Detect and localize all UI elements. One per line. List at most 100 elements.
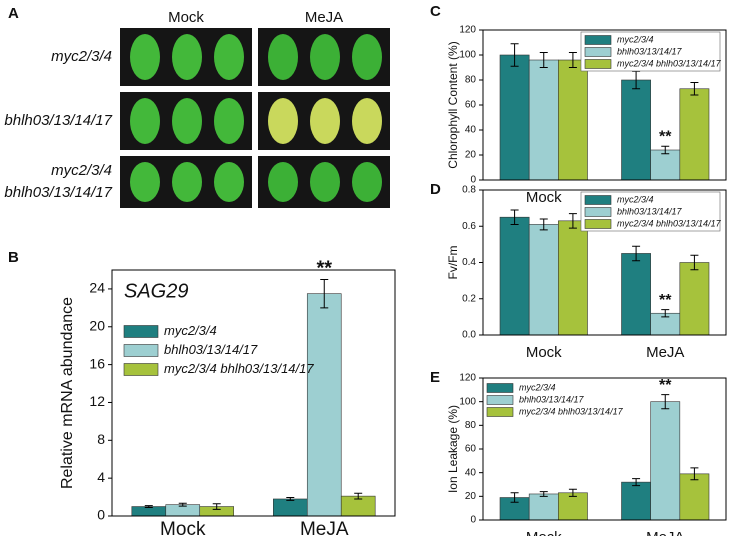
error-bar bbox=[212, 503, 221, 510]
y-tick-label: 0.6 bbox=[462, 221, 476, 232]
error-bar bbox=[632, 245, 641, 262]
y-axis-label: Fv/Fm bbox=[446, 246, 460, 280]
y-axis-label: Chlorophyll Content (%) bbox=[446, 41, 460, 168]
error-bar bbox=[690, 467, 699, 481]
legend-label: bhlh03/13/14/17 bbox=[519, 394, 585, 404]
plot-frame bbox=[482, 377, 727, 521]
legend-swatch bbox=[584, 35, 612, 45]
legend-label: myc2/3/4 bbox=[164, 323, 217, 338]
y-tick-label: 20 bbox=[465, 150, 477, 161]
legend-swatch bbox=[123, 325, 159, 338]
legend-label: bhlh03/13/14/17 bbox=[617, 46, 683, 56]
y-tick-label: 16 bbox=[89, 355, 105, 371]
y-tick-label: 120 bbox=[459, 373, 476, 384]
panel-label: A bbox=[8, 5, 19, 22]
bar bbox=[650, 149, 681, 181]
column-label: Mock bbox=[168, 9, 204, 26]
bar bbox=[679, 473, 710, 521]
y-tick-label: 4 bbox=[97, 469, 105, 485]
error-bar bbox=[539, 52, 548, 68]
x-tick-label: MeJA bbox=[646, 344, 684, 361]
leaf bbox=[172, 34, 202, 80]
column-label: MeJA bbox=[305, 9, 343, 26]
legend-label: myc2/3/4 bhlh03/13/14/17 bbox=[519, 406, 624, 416]
x-tick-label: Mock bbox=[526, 529, 562, 536]
leaf bbox=[268, 162, 298, 202]
panel-label: D bbox=[430, 181, 441, 198]
legend-swatch bbox=[584, 195, 612, 205]
x-tick-label: Mock bbox=[526, 189, 562, 206]
bar bbox=[679, 88, 710, 181]
x-tick-label: MeJA bbox=[646, 529, 684, 536]
error-bar bbox=[661, 145, 670, 155]
bar bbox=[621, 79, 651, 181]
x-tick-label: MeJA bbox=[300, 519, 349, 536]
error-bar bbox=[286, 497, 295, 501]
legend-swatch bbox=[584, 59, 612, 69]
legend-swatch bbox=[584, 207, 612, 217]
error-bar bbox=[632, 478, 641, 487]
error-bar bbox=[539, 218, 548, 231]
y-tick-label: 0 bbox=[470, 175, 476, 186]
row-label: bhlh03/13/14/17 bbox=[4, 112, 112, 129]
leaf bbox=[130, 98, 160, 144]
bar bbox=[621, 253, 651, 336]
leaf bbox=[214, 34, 244, 80]
legend-label: bhlh03/13/14/17 bbox=[617, 206, 683, 216]
x-tick-label: Mock bbox=[160, 519, 206, 536]
error-bar bbox=[510, 492, 519, 503]
bar bbox=[499, 216, 530, 336]
bar bbox=[528, 224, 559, 336]
leaf bbox=[214, 162, 244, 202]
error-bar bbox=[568, 488, 577, 497]
error-bar bbox=[568, 213, 577, 229]
y-tick-label: 20 bbox=[465, 491, 477, 502]
error-bar bbox=[690, 82, 699, 96]
error-bar bbox=[144, 505, 153, 508]
error-bar bbox=[510, 43, 519, 67]
leaf bbox=[268, 34, 298, 80]
legend-swatch bbox=[486, 407, 514, 417]
bar bbox=[621, 481, 651, 521]
y-axis-label: Ion Leakage (%) bbox=[446, 405, 460, 493]
x-tick-label: Mock bbox=[526, 344, 562, 361]
annotation: ** bbox=[316, 258, 332, 280]
error-bar bbox=[690, 254, 699, 271]
y-axis-label: Relative mRNA abundance bbox=[59, 297, 76, 489]
y-tick-label: 80 bbox=[465, 75, 477, 86]
y-tick-label: 20 bbox=[89, 317, 105, 333]
legend-label: myc2/3/4 bhlh03/13/14/17 bbox=[617, 218, 722, 228]
leaf bbox=[352, 34, 382, 80]
y-tick-label: 40 bbox=[465, 467, 477, 478]
error-bar bbox=[510, 209, 519, 225]
bar bbox=[558, 220, 588, 336]
legend-label: myc2/3/4 bbox=[617, 194, 654, 204]
bar bbox=[528, 59, 559, 181]
leaf bbox=[172, 98, 202, 144]
legend-label: myc2/3/4 bhlh03/13/14/17 bbox=[617, 58, 722, 68]
y-tick-label: 100 bbox=[459, 50, 476, 61]
bar bbox=[306, 293, 342, 517]
y-tick-label: 0.8 bbox=[462, 185, 476, 196]
y-tick-label: 8 bbox=[97, 431, 105, 447]
leaf bbox=[352, 98, 382, 144]
error-bar bbox=[354, 492, 363, 500]
bar bbox=[558, 492, 588, 521]
y-tick-label: 0.0 bbox=[462, 330, 476, 341]
legend-swatch bbox=[123, 344, 159, 357]
legend-swatch bbox=[486, 383, 514, 393]
row-label: myc2/3/4 bbox=[51, 48, 112, 65]
panel-label: B bbox=[8, 249, 19, 266]
chart-title: SAG29 bbox=[124, 280, 188, 302]
leaf bbox=[352, 162, 382, 202]
leaf bbox=[310, 162, 340, 202]
row-label: bhlh03/13/14/17 bbox=[4, 184, 112, 201]
error-bar bbox=[568, 52, 577, 68]
leaf bbox=[214, 98, 244, 144]
leaf bbox=[172, 162, 202, 202]
annotation: ** bbox=[659, 128, 672, 145]
annotation: ** bbox=[659, 377, 672, 394]
legend-swatch bbox=[486, 395, 514, 405]
error-bar bbox=[320, 278, 329, 309]
